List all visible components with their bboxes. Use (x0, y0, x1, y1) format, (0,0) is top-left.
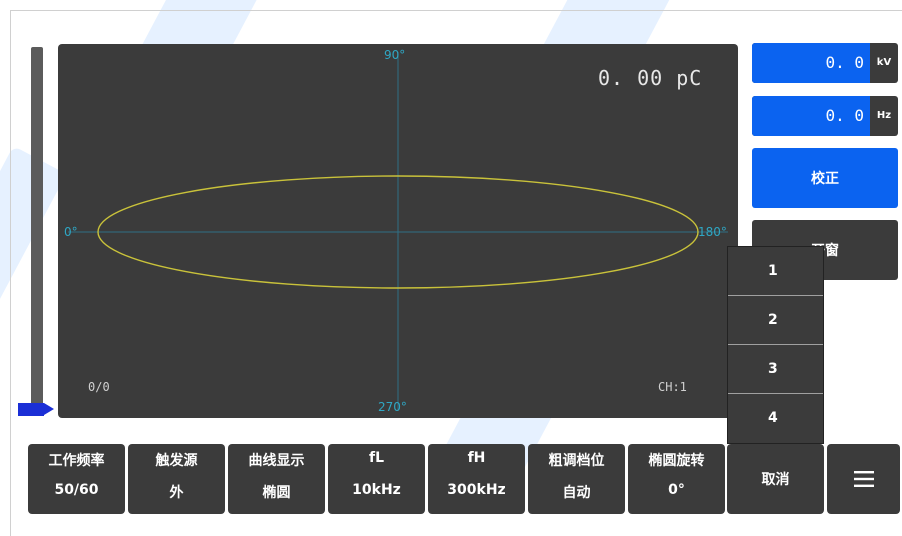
curve-display-button[interactable]: 曲线显示 椭圆 (228, 444, 325, 514)
level-bar (31, 47, 43, 415)
fh-button[interactable]: fH 300kHz (428, 444, 525, 514)
dropdown-option-1[interactable]: 1 (728, 247, 823, 296)
menu-button[interactable] (827, 444, 900, 514)
angle-label-180: 180° (698, 225, 727, 239)
window-dropdown: 1 2 3 4 (727, 246, 824, 444)
scope-graph (68, 52, 728, 410)
trigger-source-button[interactable]: 触发源 外 (128, 444, 225, 514)
dropdown-option-2[interactable]: 2 (728, 296, 823, 345)
param-value: 300kHz (447, 482, 506, 498)
param-value: 0° (668, 482, 685, 498)
param-value: 外 (169, 485, 184, 501)
frequency-readout: 0. 0 Hz (752, 96, 898, 136)
channel-label: CH:1 (658, 380, 687, 394)
param-title: 粗调档位 (548, 453, 605, 469)
fl-button[interactable]: fL 10kHz (328, 444, 425, 514)
param-title: 工作频率 (48, 453, 105, 469)
param-title: 触发源 (155, 453, 198, 469)
ellipse-trace (97, 175, 699, 289)
ellipse-rotation-button[interactable]: 椭圆旋转 0° (628, 444, 725, 514)
work-frequency-button[interactable]: 工作频率 50/60 (28, 444, 125, 514)
menu-icon (853, 471, 874, 487)
calibrate-button[interactable]: 校正 (752, 148, 898, 208)
param-value: 自动 (562, 485, 591, 501)
angle-label-270: 270° (378, 400, 407, 414)
param-title: fH (467, 450, 486, 466)
dropdown-option-3[interactable]: 3 (728, 345, 823, 394)
voltage-unit: kV (876, 57, 892, 68)
frequency-value: 0. 0 (752, 96, 870, 136)
level-pointer[interactable] (18, 403, 56, 416)
param-value: 50/60 (54, 482, 99, 498)
coarse-range-button[interactable]: 粗调档位 自动 (528, 444, 625, 514)
dropdown-option-4[interactable]: 4 (768, 410, 778, 426)
param-value: 10kHz (352, 482, 401, 498)
pulse-counter: 0/0 (88, 380, 110, 394)
voltage-readout: 0. 0 kV (752, 43, 898, 83)
param-title: 椭圆旋转 (648, 453, 705, 469)
pc-readout: 0. 00 pC (598, 66, 703, 90)
frequency-unit: Hz (876, 110, 892, 121)
angle-label-90: 90° (384, 48, 406, 62)
angle-label-0: 0° (64, 225, 78, 239)
param-title: fL (368, 450, 384, 466)
screen-frame (10, 10, 902, 536)
cancel-button[interactable]: 取消 (727, 444, 824, 514)
ellipse-scope-display: 90° 0° 180° 270° 0. 00 pC 0/0 CH:1 (58, 44, 738, 418)
param-value: 椭圆 (262, 485, 291, 501)
voltage-value: 0. 0 (752, 43, 870, 83)
param-title: 曲线显示 (248, 453, 305, 469)
